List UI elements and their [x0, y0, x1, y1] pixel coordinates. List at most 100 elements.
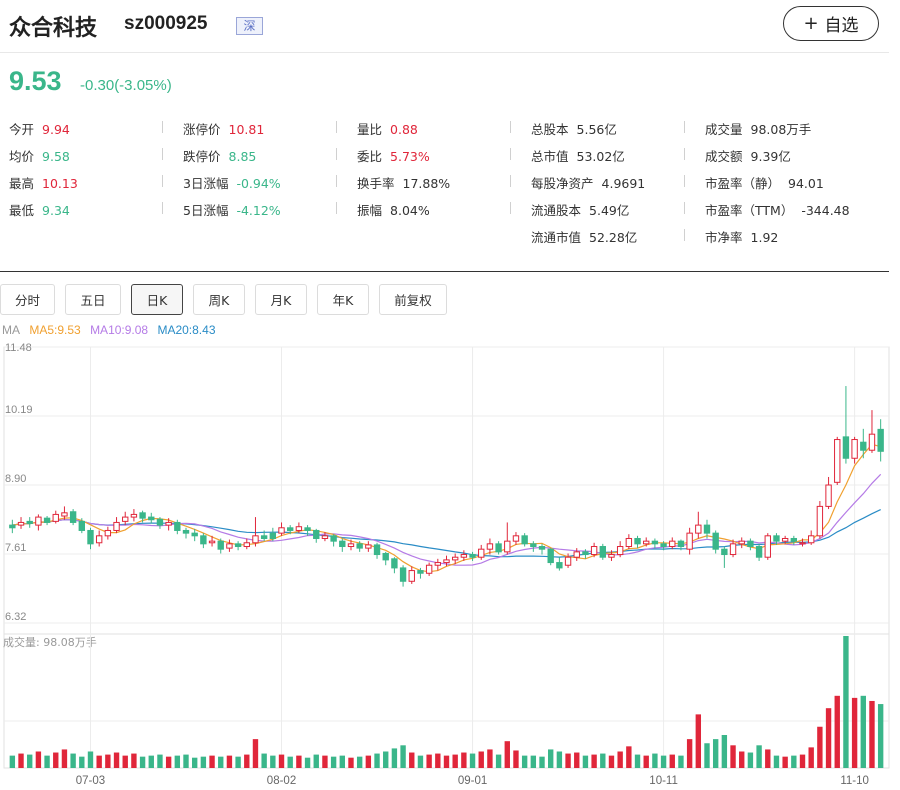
- ma5-label: MA5:9.53: [29, 323, 81, 337]
- quote-field-value: 9.94: [42, 122, 70, 137]
- volume-bar: [270, 755, 276, 768]
- volume-bar: [356, 756, 363, 768]
- candle-body: [842, 436, 850, 459]
- quote-field: 成交额 9.39亿: [705, 146, 791, 165]
- candle-body: [425, 564, 433, 574]
- volume-bar: [157, 754, 163, 768]
- tab-3[interactable]: 周K: [193, 284, 245, 315]
- kline-chart[interactable]: 11.48 10.19 8.90 7.61 6.32 成交量: 98.08万手 07-03 0…: [0, 338, 890, 790]
- volume-bar: [660, 755, 667, 768]
- candle-body: [104, 529, 112, 537]
- candle-body: [17, 521, 25, 526]
- quote-field: 总股本 5.56亿: [531, 119, 617, 138]
- volume-bar: [487, 749, 493, 768]
- candle-body: [217, 540, 224, 550]
- x-tick-label: 07-03: [76, 775, 105, 787]
- quote-field: 市盈率（TTM） -344.48: [705, 200, 850, 219]
- candle-body: [287, 527, 294, 531]
- tab-4[interactable]: 月K: [255, 284, 307, 315]
- volume-bar: [191, 757, 198, 768]
- volume-bar: [686, 739, 693, 768]
- volume-bar: [139, 756, 146, 768]
- volume-bar: [304, 757, 311, 768]
- quote-field: 量比 0.88: [357, 119, 418, 138]
- volume-bar: [252, 739, 259, 768]
- candle-body: [35, 516, 42, 526]
- candle-body: [660, 543, 667, 548]
- y-tick-label: 11.48: [5, 342, 32, 354]
- volume-bar: [712, 739, 719, 768]
- volume-bar: [131, 753, 137, 768]
- quote-field-label: 涨停价: [183, 122, 221, 137]
- quote-separator: [336, 148, 337, 160]
- candle-body: [313, 529, 320, 539]
- candle-body: [365, 544, 372, 549]
- volume-bar: [96, 755, 102, 768]
- candle-body: [139, 512, 146, 519]
- quote-separator: [162, 121, 163, 133]
- volume-bar: [739, 751, 745, 768]
- volume-bar: [27, 754, 33, 768]
- x-tick-label: 08-02: [267, 775, 296, 787]
- current-price: 9.53: [9, 66, 62, 96]
- volume-bar: [348, 757, 354, 768]
- tab-2[interactable]: 日K: [131, 284, 183, 315]
- quote-field: 成交量 98.08万手: [705, 119, 811, 138]
- quote-field-value: 10.81: [228, 122, 265, 137]
- volume-bar: [773, 755, 780, 768]
- volume-bar: [669, 754, 675, 768]
- quote-field-value: -4.12%: [236, 203, 281, 218]
- candle-body: [200, 535, 207, 545]
- quote-field-label: 跌停价: [183, 149, 221, 164]
- volume-bar: [539, 756, 545, 768]
- volume-bar: [556, 751, 563, 768]
- tab-1[interactable]: 五日: [65, 284, 121, 315]
- tab-6[interactable]: 前复权: [379, 284, 447, 315]
- quote-field-label: 流通股本: [531, 203, 582, 218]
- tab-0[interactable]: 分时: [0, 284, 55, 315]
- section-divider: [0, 271, 889, 272]
- candle-body: [391, 558, 398, 569]
- volume-bar: [608, 755, 615, 768]
- quote-field: 市盈率（静） 94.01: [705, 173, 824, 192]
- tab-5[interactable]: 年K: [317, 284, 369, 315]
- quote-field-value: 4.9691: [601, 176, 646, 191]
- quote-field-label: 市盈率（TTM）: [705, 203, 794, 218]
- volume-bar: [704, 743, 710, 768]
- candle-body: [825, 484, 832, 507]
- quote-field-label: 今开: [9, 122, 35, 137]
- candle-body: [512, 535, 520, 542]
- quote-field: 最低 9.34: [9, 200, 70, 219]
- quote-separator: [684, 148, 685, 160]
- volume-bar: [582, 755, 589, 768]
- ma10-label: MA10:9.08: [90, 323, 149, 337]
- volume-bar: [383, 751, 389, 768]
- volume-bar: [409, 752, 415, 768]
- candle-body: [495, 543, 502, 553]
- candle-body: [721, 548, 728, 556]
- candle-body: [321, 535, 329, 539]
- add-favorite-button[interactable]: + 自选: [783, 6, 879, 41]
- candle-body: [61, 512, 68, 517]
- volume-bar: [174, 755, 181, 768]
- quote-separator: [510, 148, 511, 160]
- quote-field-value: 98.08万手: [750, 122, 812, 137]
- volume-bar: [235, 756, 241, 768]
- quote-field-label: 总市值: [531, 149, 569, 164]
- quote-field-value: 8.04%: [390, 203, 430, 218]
- candle-body: [478, 548, 485, 558]
- candle-body: [686, 532, 693, 550]
- candle-body: [651, 540, 659, 545]
- quote-field-value: 5.56亿: [576, 122, 617, 137]
- candle-body: [616, 546, 624, 556]
- price-change: -0.30(-3.05%): [80, 77, 172, 94]
- volume-bar: [339, 755, 345, 768]
- candle-body: [582, 551, 589, 556]
- volume-bar: [834, 695, 840, 768]
- quote-field-label: 5日涨幅: [183, 203, 229, 218]
- quote-field: 跌停价 8.85: [183, 146, 256, 165]
- candle-body: [790, 537, 798, 542]
- candle-body: [226, 543, 233, 549]
- plus-icon: +: [803, 13, 819, 34]
- quote-separator: [684, 175, 685, 187]
